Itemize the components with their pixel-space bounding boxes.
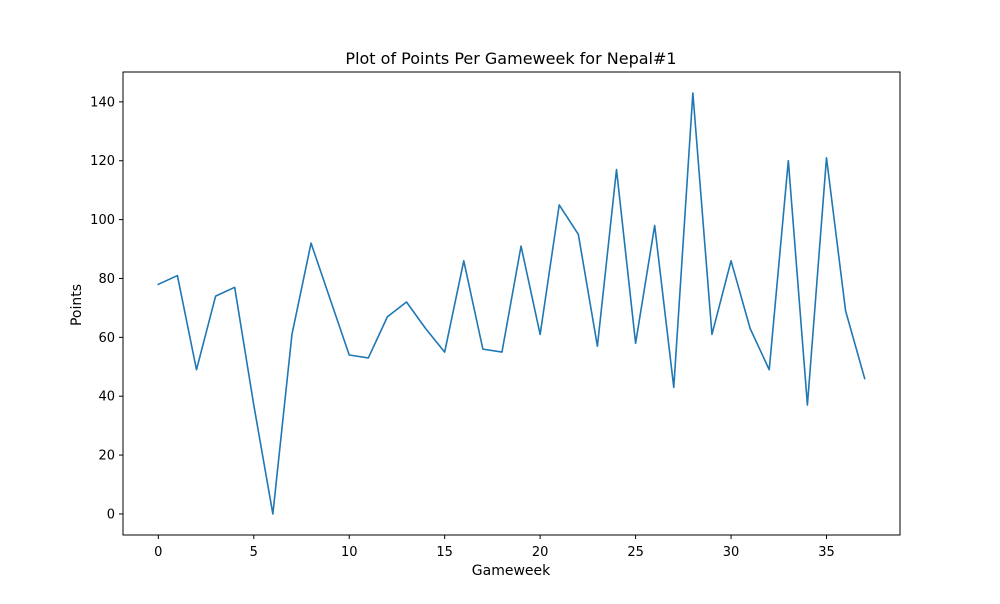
y-tick-label: 80	[98, 272, 115, 287]
y-tick-label: 0	[107, 507, 115, 522]
y-tick-label: 100	[90, 213, 115, 228]
x-tick-label: 35	[818, 545, 835, 560]
y-axis-label: Points	[69, 284, 85, 326]
plot-area: 0 5 10 15 20 25 30 35 0 20 40 60 80 100 120 140	[90, 72, 900, 560]
chart-title: Plot of Points Per Gameweek for Nepal#1	[345, 49, 676, 68]
x-tick-label: 25	[627, 545, 644, 560]
series-line	[158, 93, 864, 514]
y-tick-label: 120	[90, 154, 115, 169]
x-tick-label: 5	[250, 545, 258, 560]
y-tick-label: 40	[98, 390, 115, 405]
y-tick-label: 20	[98, 449, 115, 464]
x-tick-label: 15	[436, 545, 453, 560]
x-tick-label: 10	[341, 545, 358, 560]
y-tick-label: 60	[98, 331, 115, 346]
x-axis-label: Gameweek	[472, 563, 551, 579]
x-tick-label: 20	[532, 545, 549, 560]
x-tick-label: 0	[154, 545, 162, 560]
x-tick-label: 30	[723, 545, 740, 560]
y-tick-label: 140	[90, 95, 115, 110]
